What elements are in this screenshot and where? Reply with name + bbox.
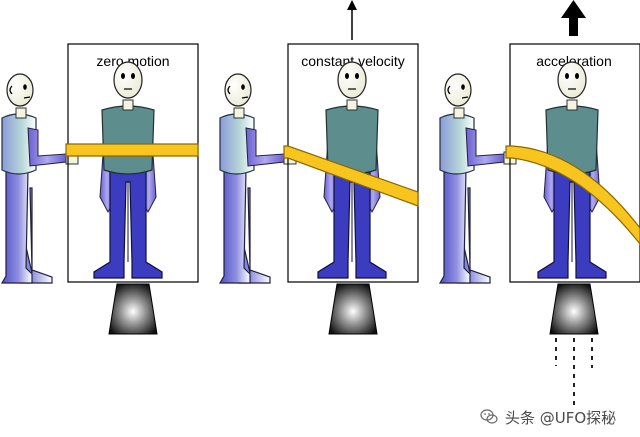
panel-1-label: zero motion	[96, 53, 169, 69]
exhaust-lines	[555, 338, 593, 410]
rocket-2	[328, 283, 378, 335]
panel-zero-motion: zero motion	[1, 43, 199, 335]
rocket-1	[108, 283, 158, 335]
box-1	[67, 43, 199, 283]
passenger-person-1	[93, 61, 163, 279]
panel-2-label: constant velocity	[301, 53, 405, 69]
hose-2	[283, 145, 419, 207]
pusher-person-1	[1, 73, 79, 284]
hose-3	[505, 145, 640, 245]
watermark-text: 头条 @UFO探秘	[505, 409, 617, 427]
panel-acceleration: acceleration	[439, 0, 640, 410]
hose-1	[65, 143, 199, 157]
box-3	[509, 43, 640, 283]
panel-constant-velocity: constant velocity	[219, 0, 419, 335]
panel-3-label: acceleration	[536, 53, 612, 69]
box-2	[287, 43, 419, 283]
arrow-up-thick-icon	[561, 0, 586, 36]
arrow-up-thin-icon	[347, 0, 357, 40]
pusher-person-2	[219, 73, 297, 284]
wechat-logo-icon	[480, 409, 498, 424]
rocket-3	[549, 283, 599, 335]
pusher-person-3	[439, 73, 517, 284]
